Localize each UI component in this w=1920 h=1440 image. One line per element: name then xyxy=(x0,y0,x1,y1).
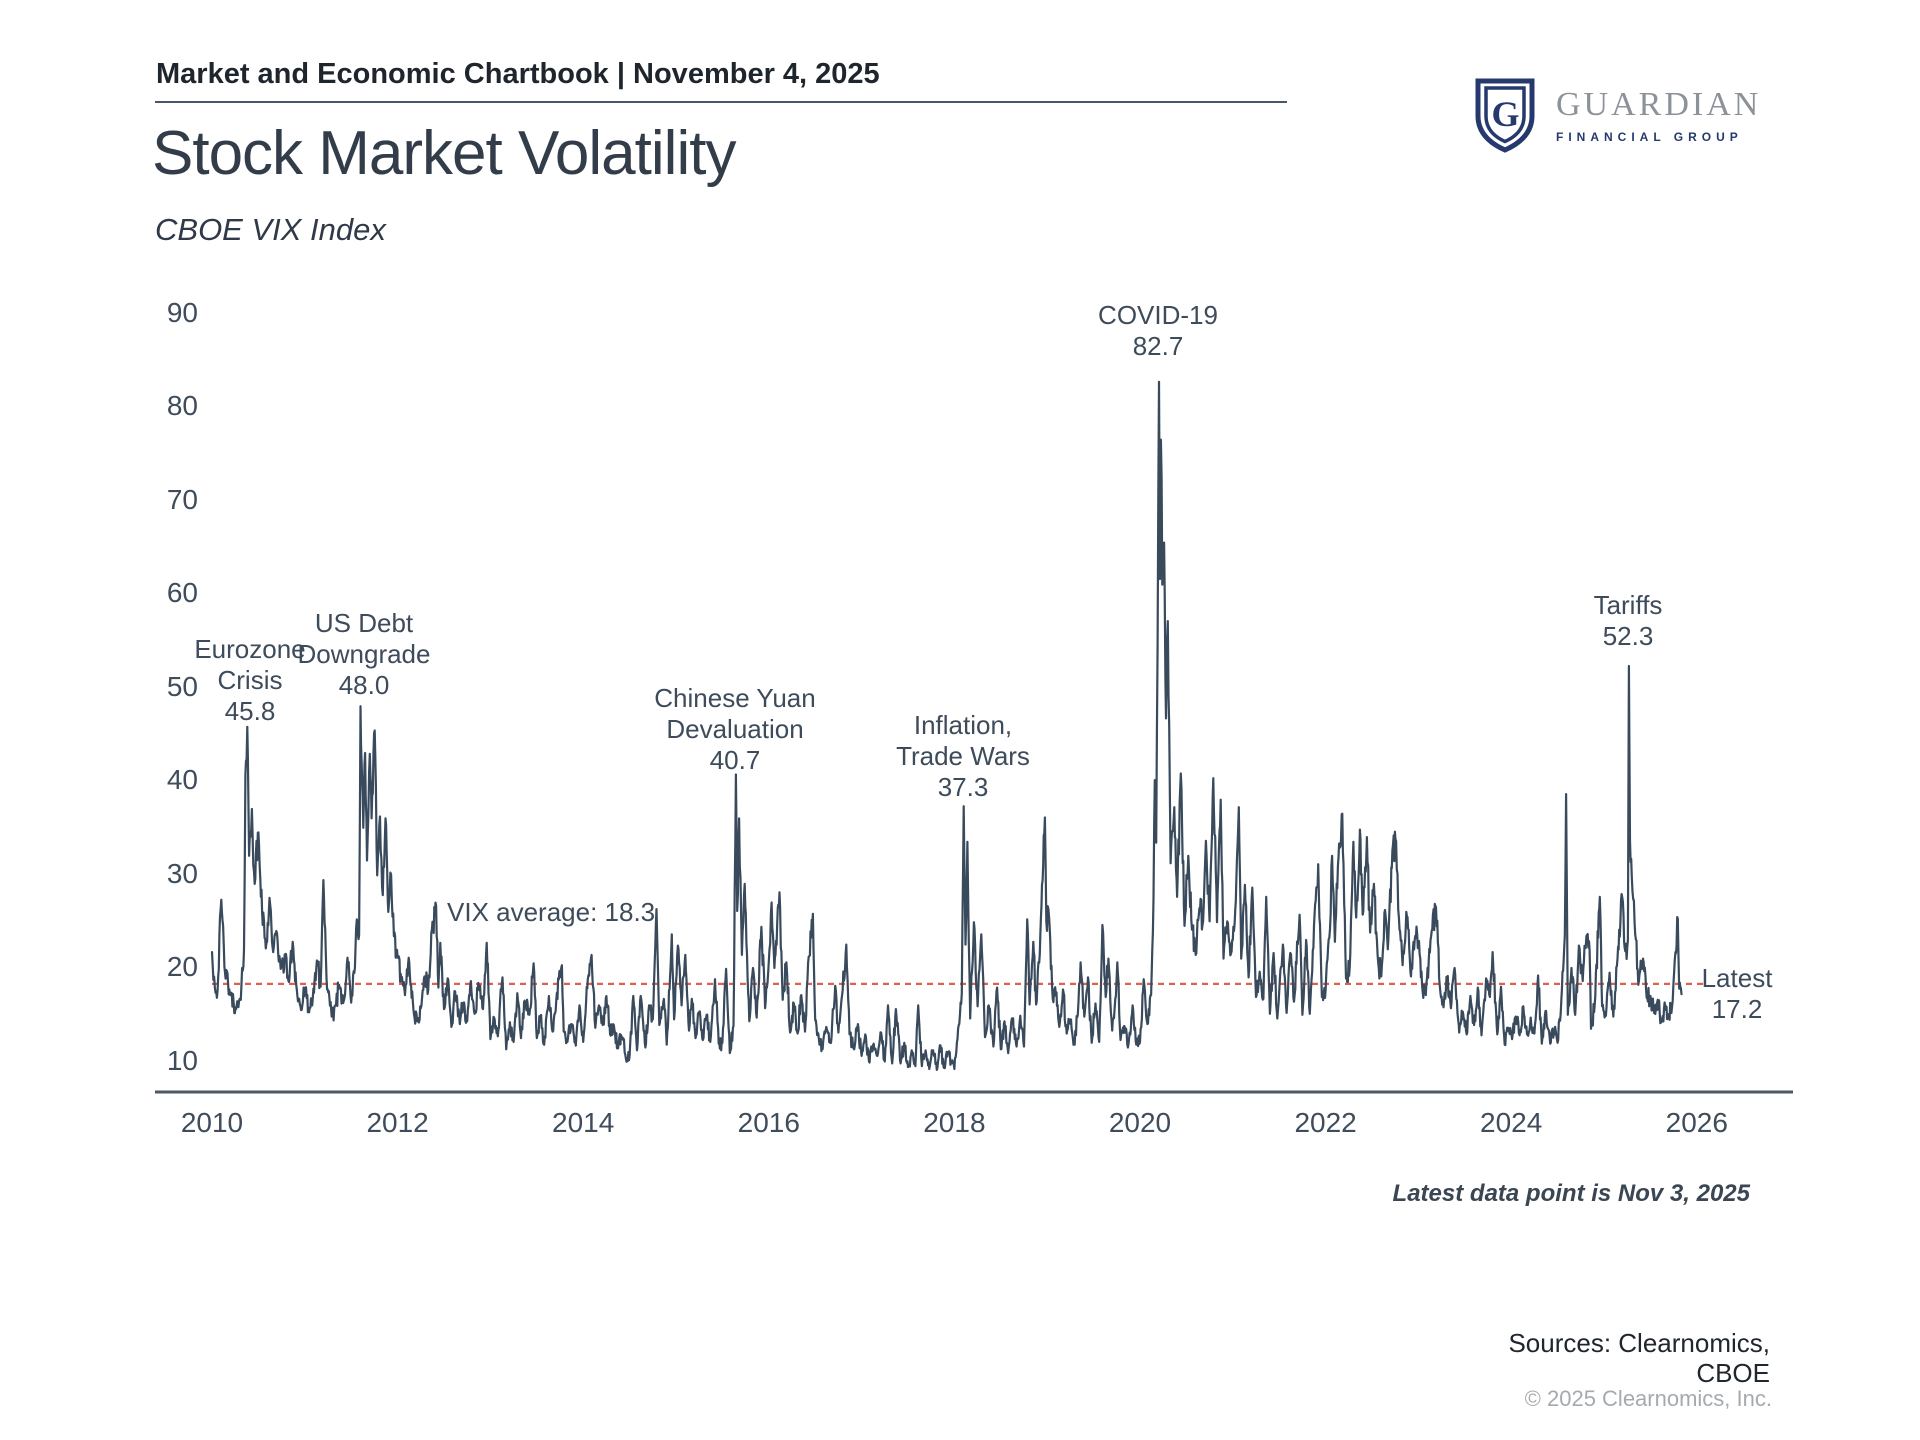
x-tick-label: 2012 xyxy=(366,1107,429,1138)
y-tick-label: 40 xyxy=(166,764,198,795)
sources-line1: Sources: Clearnomics, xyxy=(1508,1328,1770,1358)
annotation-label: Crisis xyxy=(217,665,283,695)
annotation-label: Tariffs xyxy=(1593,590,1663,620)
annotation-label: US Debt xyxy=(314,608,414,638)
y-tick-label: 70 xyxy=(166,483,198,515)
vix-series-line xyxy=(210,380,1683,1071)
annotation-label: VIX average: 18.3 xyxy=(447,897,656,927)
annotation-label: Eurozone xyxy=(194,634,306,664)
y-tick-label: 90 xyxy=(166,296,198,328)
chartbook-header: Market and Economic Chartbook | November… xyxy=(156,58,880,90)
y-tick-label: 80 xyxy=(166,390,198,421)
x-tick-label: 2016 xyxy=(737,1107,800,1138)
annotation-latest: Latest 17.2 xyxy=(1702,963,1773,1025)
annotation-inflation-trade-wars: Inflation, Trade Wars 37.3 xyxy=(896,710,1030,803)
y-tick-label: 20 xyxy=(166,951,198,982)
x-tick-label: 2018 xyxy=(923,1107,986,1138)
annotation-tariffs: Tariffs 52.3 xyxy=(1594,590,1663,652)
annotation-yuan-devaluation: Chinese Yuan Devaluation 40.7 xyxy=(654,683,815,776)
page-title: Stock Market Volatility xyxy=(152,119,736,188)
guardian-logo: G GUARDIAN FINANCIAL GROUP xyxy=(1470,76,1761,156)
copyright: © 2025 Clearnomics, Inc. xyxy=(1524,1386,1772,1411)
x-tick-label: 2020 xyxy=(1108,1107,1172,1138)
latest-data-footnote: Latest data point is Nov 3, 2025 xyxy=(1392,1180,1750,1207)
annotation-value: 45.8 xyxy=(224,696,276,726)
header-divider xyxy=(155,101,1287,103)
y-tick-label: 50 xyxy=(166,670,198,702)
annotation-us-debt-downgrade: US Debt Downgrade 48.0 xyxy=(298,608,431,701)
y-tick-label: 60 xyxy=(166,577,198,608)
logo-text: GUARDIAN FINANCIAL GROUP xyxy=(1556,86,1761,144)
x-tick-label: 2024 xyxy=(1480,1107,1543,1138)
annotation-label: Latest xyxy=(1701,963,1773,993)
annotation-value: 37.3 xyxy=(937,772,989,802)
annotation-label: Trade Wars xyxy=(896,741,1030,771)
y-tick-label: 10 xyxy=(166,1044,198,1076)
x-tick-label: 2022 xyxy=(1294,1107,1357,1138)
annotation-vix-average: VIX average: 18.3 xyxy=(447,897,655,928)
svg-text:G: G xyxy=(1491,94,1519,134)
y-tick-label: 30 xyxy=(166,857,198,889)
logo-subtitle: FINANCIAL GROUP xyxy=(1556,130,1743,144)
sources: Sources: Clearnomics, CBOE xyxy=(1508,1328,1770,1388)
x-tick-label: 2026 xyxy=(1665,1107,1728,1138)
annotation-value: 82.7 xyxy=(1132,331,1184,361)
annotation-label: Downgrade xyxy=(297,639,431,669)
x-tick-label: 2010 xyxy=(180,1107,244,1138)
annotation-label: Chinese Yuan xyxy=(654,683,816,713)
page-subtitle: CBOE VIX Index xyxy=(155,212,386,247)
x-tick-label: 2014 xyxy=(552,1107,615,1138)
sources-line2: CBOE xyxy=(1696,1358,1770,1388)
annotation-value: 52.3 xyxy=(1602,621,1654,651)
annotation-value: 40.7 xyxy=(709,745,761,775)
annotation-value: 48.0 xyxy=(338,670,390,700)
annotation-label: Devaluation xyxy=(666,714,804,744)
annotation-label: COVID-19 xyxy=(1098,300,1218,330)
annotation-label: Inflation, xyxy=(913,710,1013,740)
logo-name: GUARDIAN xyxy=(1556,86,1762,123)
annotation-value: 17.2 xyxy=(1711,994,1763,1024)
annotation-eurozone-crisis: Eurozone Crisis 45.8 xyxy=(194,634,305,727)
annotation-covid-19: COVID-19 82.7 xyxy=(1098,300,1218,362)
shield-monogram-icon: G xyxy=(1475,78,1535,153)
